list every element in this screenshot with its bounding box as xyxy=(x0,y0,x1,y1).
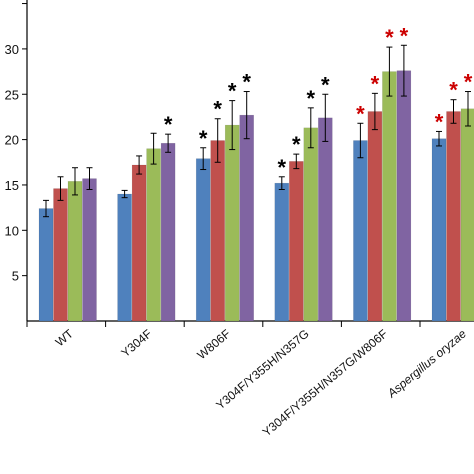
significance-star: * xyxy=(321,72,330,97)
bar xyxy=(353,140,368,322)
bar xyxy=(382,71,397,322)
category-label: Y304F xyxy=(118,327,154,360)
category-label: W806F xyxy=(194,327,233,363)
bar xyxy=(146,148,161,322)
significance-star: * xyxy=(464,70,473,95)
bars xyxy=(38,70,474,322)
significance-star: * xyxy=(435,109,444,134)
significance-star: * xyxy=(278,155,287,180)
y-tick-label: 10 xyxy=(5,223,19,238)
significance-star: * xyxy=(242,70,251,95)
bar xyxy=(67,181,83,322)
bar xyxy=(210,140,225,322)
bar xyxy=(38,208,54,322)
bar xyxy=(460,108,474,322)
bar xyxy=(431,138,447,322)
y-tick-label: 20 xyxy=(5,133,19,148)
category-label: Aspergillus oryzae xyxy=(384,326,469,401)
bar xyxy=(160,142,176,322)
significance-star: * xyxy=(307,86,316,111)
y-tick-label: 30 xyxy=(5,42,19,57)
significance-star: * xyxy=(228,79,237,104)
bar xyxy=(318,117,333,322)
bar xyxy=(53,188,68,322)
bar xyxy=(117,193,132,322)
significance-star: * xyxy=(164,112,173,137)
significance-star: * xyxy=(213,97,222,122)
significance-star: * xyxy=(449,78,458,103)
significance-star: * xyxy=(356,101,365,126)
significance-star: * xyxy=(199,126,208,151)
bar xyxy=(82,178,97,322)
bar xyxy=(224,124,240,322)
significance-star: * xyxy=(292,132,301,157)
significance-star: * xyxy=(371,71,380,96)
bar xyxy=(195,158,211,322)
bar xyxy=(446,111,461,322)
significance-star: * xyxy=(400,23,409,48)
bar xyxy=(367,111,383,322)
bar xyxy=(131,164,147,322)
significance-markers: **** ******** *** * xyxy=(164,23,473,180)
category-label: Y304F/Y355H/N357G/W806F xyxy=(260,327,391,440)
error-bars xyxy=(43,44,471,218)
y-tick-label: 5 xyxy=(12,269,19,284)
significance-star: * xyxy=(385,25,394,50)
bar xyxy=(396,70,412,322)
y-axis: 5 10 15 20 25 30 xyxy=(5,0,28,321)
bar xyxy=(274,182,290,322)
bar xyxy=(239,114,254,322)
x-axis xyxy=(26,320,474,327)
category-labels: WT Y304F W806FY304F/Y355H/N357GY304F/Y355H… xyxy=(53,326,470,439)
bar xyxy=(289,161,304,322)
bar xyxy=(303,127,319,322)
y-tick-label: 15 xyxy=(5,178,19,193)
category-label: WT xyxy=(53,326,77,349)
y-tick-label: 25 xyxy=(5,87,19,102)
